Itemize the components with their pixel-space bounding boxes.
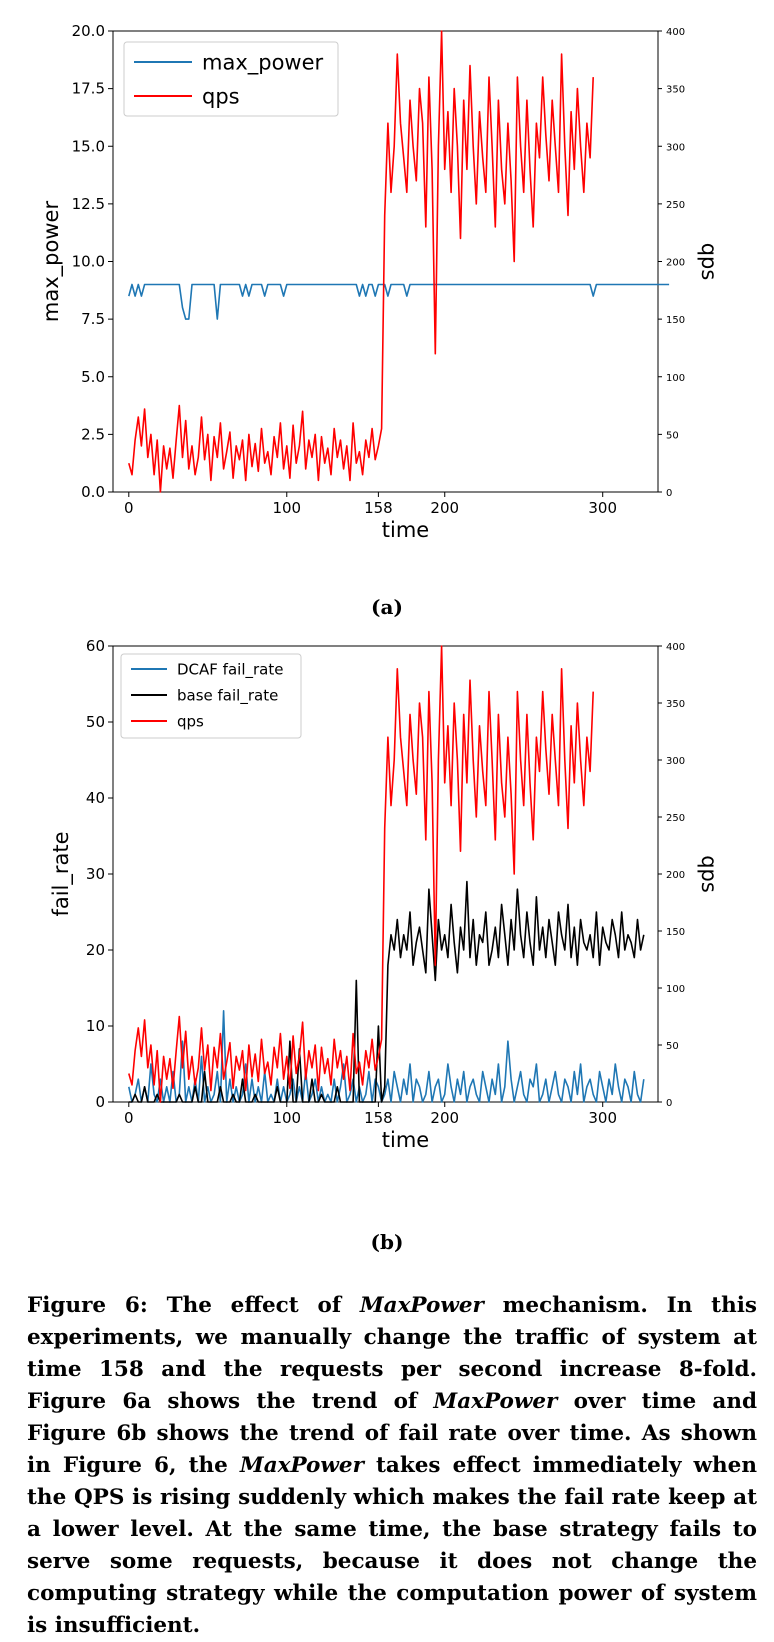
legend-label-1: base fail_rate: [177, 686, 278, 705]
y-tick-label: 10.0: [72, 253, 105, 271]
series-line-2: [128, 645, 594, 1103]
y2-tick-label: 0: [666, 1098, 672, 1109]
y-tick-label: 15.0: [72, 137, 105, 155]
x-tick-label: 100: [272, 499, 301, 517]
legend-label-1: qps: [202, 84, 240, 108]
x-axis-label: time: [382, 1128, 429, 1152]
subfigure-label-a: (a): [371, 595, 403, 619]
y-tick-label: 60: [86, 640, 105, 655]
y-tick-label: 50: [86, 713, 105, 731]
y2-axis-label: qps: [697, 855, 721, 893]
y2-tick-label: 300: [666, 142, 685, 153]
y-tick-label: 40: [86, 789, 105, 807]
x-tick-label: 100: [272, 1109, 301, 1127]
y2-tick-label: 150: [666, 927, 685, 938]
legend-label-2: qps: [177, 712, 204, 730]
y2-tick-label: 250: [666, 813, 685, 824]
y2-tick-label: 350: [666, 699, 685, 710]
y-axis-label: max_power: [39, 201, 64, 323]
figure-caption: Figure 6: The effect of MaxPower mechani…: [27, 1293, 757, 1638]
x-tick-label: 0: [124, 499, 134, 517]
y-tick-label: 17.5: [72, 80, 105, 98]
y2-tick-label: 150: [666, 315, 685, 326]
y2-tick-label: 400: [666, 27, 685, 38]
y2-tick-label: 300: [666, 756, 685, 767]
y2-tick-label: 200: [666, 258, 685, 269]
x-tick-label: 0: [124, 1109, 134, 1127]
y2-tick-label: 250: [666, 200, 685, 211]
x-tick-label: 158: [364, 1109, 393, 1127]
x-tick-label: 158: [364, 499, 393, 517]
legend-box: [123, 41, 339, 117]
y-tick-label: 30: [86, 865, 105, 883]
series-line-0: [128, 283, 670, 320]
y2-tick-label: 50: [666, 430, 679, 441]
y2-tick-label: 50: [666, 1041, 679, 1052]
y-tick-label: 10: [86, 1017, 105, 1035]
legend-label-0: DCAF fail_rate: [177, 660, 283, 679]
y-tick-label: 12.5: [72, 195, 105, 213]
x-tick-label: 200: [430, 499, 459, 517]
y-axis-label: fail_rate: [49, 831, 74, 916]
y2-tick-label: 350: [666, 85, 685, 96]
y-tick-label: 0.0: [81, 483, 105, 501]
x-tick-label: 300: [588, 1109, 617, 1127]
y2-tick-label: 100: [666, 373, 685, 384]
x-tick-label: 300: [588, 499, 617, 517]
series-line-1: [128, 880, 645, 1103]
legend-label-0: max_power: [202, 50, 324, 75]
chart-a: 0 100 158 200 300 0.0 2.5 5.0 7.5 10.0 12.5 15.0 17.…: [39, 22, 721, 542]
y2-axis-label: qps: [697, 243, 721, 281]
y-tick-label: 0: [95, 1093, 105, 1111]
x-axis-label: time: [382, 518, 429, 542]
y2-tick-label: 400: [666, 642, 685, 653]
y-tick-label: 7.5: [81, 310, 105, 328]
x-tick-label: 200: [430, 1109, 459, 1127]
y2-tick-label: 100: [666, 984, 685, 995]
series-line-0: [128, 1009, 645, 1103]
legend-box: [120, 653, 302, 739]
y-tick-label: 2.5: [81, 425, 105, 443]
series-line-1: [128, 30, 594, 493]
y-tick-label: 5.0: [81, 368, 105, 386]
y-tick-label: 20: [86, 941, 105, 959]
y-tick-label: 20.0: [72, 22, 105, 40]
y2-tick-label: 0: [666, 488, 672, 499]
y2-tick-label: 200: [666, 870, 685, 881]
chart-b: 0 100 158 200 300 0 10 20 30 40 50 60 0 50 100 150 200 25…: [49, 640, 721, 1152]
subfigure-label-b: (b): [370, 1230, 404, 1254]
